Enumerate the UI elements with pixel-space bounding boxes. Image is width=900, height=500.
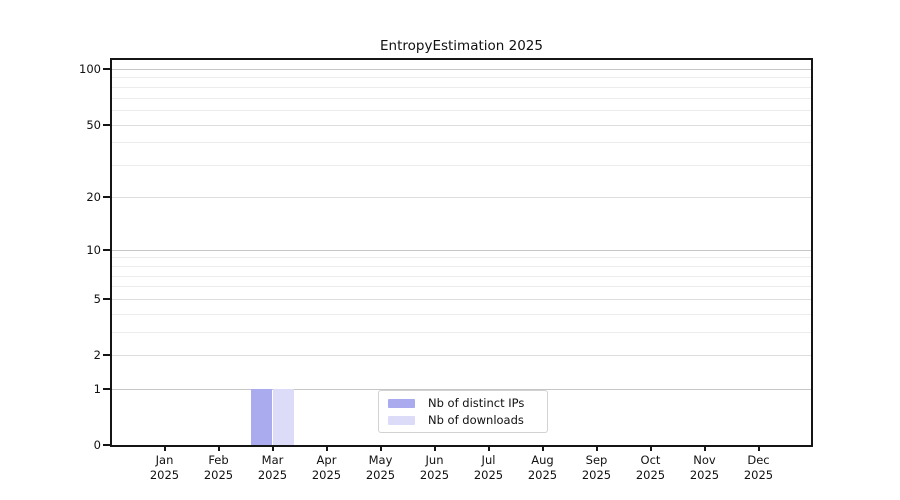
y-axis-tick [103, 67, 110, 70]
bar-downloads [272, 388, 295, 445]
y-axis-tick [103, 354, 110, 357]
x-axis-tick [433, 445, 436, 451]
x-axis-tick-label: Feb 2025 [203, 453, 234, 482]
y-axis-tick-label: 50 [86, 117, 101, 132]
gridline-minor [112, 275, 811, 277]
x-axis-tick-label: Jun 2025 [419, 453, 450, 482]
gridline-minor [112, 257, 811, 259]
y-axis-tick [103, 248, 110, 251]
y-axis-tick [103, 297, 110, 300]
y-axis-tick [103, 387, 110, 390]
gridline [112, 124, 811, 126]
x-axis-tick [325, 445, 328, 451]
legend-row-downloads: Nb of downloads [388, 413, 538, 427]
gridline-minor [112, 165, 811, 167]
gridline-minor [112, 265, 811, 267]
x-axis-tick-label: Mar 2025 [257, 453, 288, 482]
x-axis-tick [649, 445, 652, 451]
gridline-minor [112, 97, 811, 99]
y-axis-tick-label: 20 [86, 189, 101, 204]
gridline [112, 355, 811, 357]
x-axis-tick [163, 445, 166, 451]
y-axis-tick [103, 444, 110, 446]
plot-area [112, 60, 811, 445]
gridline-major [112, 388, 811, 390]
x-axis-tick-label: Dec 2025 [743, 453, 774, 482]
x-axis-tick [595, 445, 598, 451]
x-axis-tick-label: Sep 2025 [581, 453, 612, 482]
x-axis-tick [541, 445, 544, 451]
legend: Nb of distinct IPs Nb of downloads [378, 390, 548, 433]
gridline-minor [112, 332, 811, 334]
y-axis-tick-label: 0 [93, 438, 101, 452]
y-axis-tick [103, 195, 110, 198]
x-axis-tick [703, 445, 706, 451]
chart-title: EntropyEstimation 2025 [380, 38, 543, 54]
x-axis-tick-label: Apr 2025 [311, 453, 342, 482]
x-axis-tick [271, 445, 274, 451]
x-axis-tick [217, 445, 220, 451]
x-axis-tick-label: Aug 2025 [527, 453, 558, 482]
legend-swatch-distinct-ips [388, 398, 415, 408]
y-axis-tick-label: 1 [93, 381, 101, 396]
x-axis-tick-label: Jan 2025 [149, 453, 180, 482]
x-axis-tick [487, 445, 490, 451]
gridline-minor [112, 109, 811, 111]
x-axis-tick [379, 445, 382, 451]
y-axis-tick [103, 123, 110, 126]
gridline-minor [112, 77, 811, 79]
legend-label-downloads: Nb of downloads [428, 413, 524, 427]
x-axis-tick [757, 445, 760, 451]
y-axis-tick-label: 5 [93, 291, 101, 306]
x-axis-tick-label: May 2025 [365, 453, 396, 482]
gridline-minor [112, 286, 811, 288]
bar-distinct-ips [250, 388, 273, 445]
legend-label-distinct-ips: Nb of distinct IPs [428, 396, 525, 410]
gridline-minor [112, 142, 811, 144]
gridline-major [112, 249, 811, 251]
x-axis-tick-label: Nov 2025 [689, 453, 720, 482]
y-axis-tick-label: 2 [93, 348, 101, 363]
plot-frame [110, 58, 813, 447]
legend-swatch-downloads [388, 415, 415, 425]
x-axis-tick-label: Jul 2025 [473, 453, 504, 482]
gridline [112, 196, 811, 198]
x-axis-tick-label: Oct 2025 [635, 453, 666, 482]
y-axis-tick-label: 100 [79, 61, 101, 76]
legend-row-distinct-ips: Nb of distinct IPs [388, 396, 538, 410]
gridline-major [112, 68, 811, 70]
gridline-minor [112, 86, 811, 88]
gridline-minor [112, 313, 811, 315]
y-axis-tick-label: 10 [86, 242, 101, 257]
gridline [112, 298, 811, 300]
